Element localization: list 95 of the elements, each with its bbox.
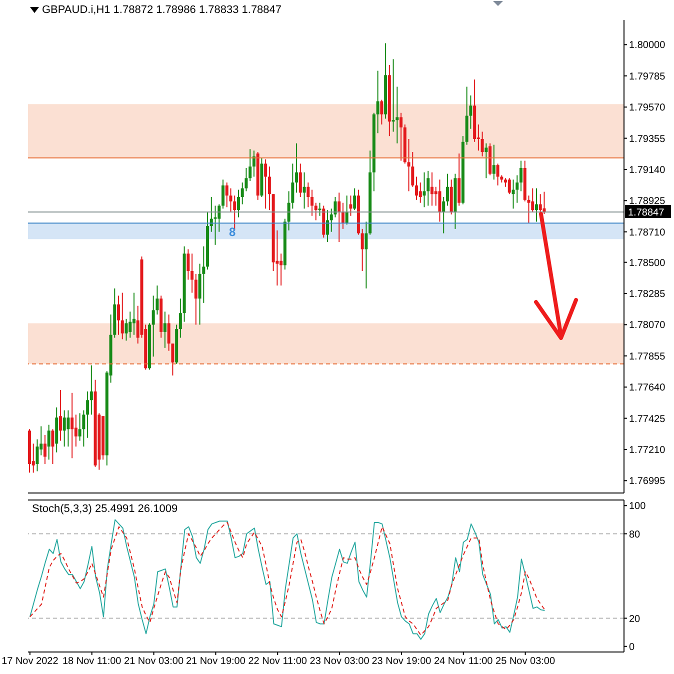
candlestick [280,253,283,286]
candlestick [298,163,302,198]
y-tick-label: 1.79140 [629,164,666,176]
y-tick-label: 1.78500 [629,258,666,269]
y-tick-label: 100 [629,501,646,512]
y-tick-label: 1.77640 [629,382,666,394]
candlestick [306,182,310,208]
candlestick [380,99,384,125]
candlestick [534,188,538,222]
y-tick-label: 1.78710 [629,227,666,238]
y-tick-label: 1.79570 [629,102,666,114]
candlestick [364,221,368,289]
chart-title: Stoch(5,3,3) 25.4991 26.1009 [32,503,178,515]
candlestick [70,392,74,459]
candlestick [338,192,341,242]
ref-line-label: 1.78847 [628,207,665,218]
candlestick [484,142,488,179]
y-tick-label: 1.77425 [629,414,666,425]
candlestick [314,202,318,221]
x-tick-label: 25 Nov 03:00 [496,656,556,668]
candlestick [90,364,93,416]
candlestick [62,410,66,448]
candlestick [295,142,298,194]
candlestick [407,138,410,192]
candlestick [480,131,484,157]
x-tick-label: 23 Nov 03:00 [310,656,370,668]
x-tick-label: 22 Nov 11:00 [248,656,308,668]
y-tick-label: 20 [629,614,641,625]
annotation: 8 [229,225,236,239]
y-tick-label: 0 [629,642,635,653]
candlestick [163,311,166,348]
candlestick [310,189,314,216]
candlestick [422,172,426,208]
candlestick [47,424,50,460]
candlestick [442,196,446,234]
x-tick-label: 23 Nov 19:00 [372,656,432,668]
y-tick-label: 80 [629,529,641,540]
candlestick [190,253,194,294]
candlestick [214,205,217,246]
candlestick [248,148,252,182]
candlestick [349,195,352,216]
candlestick [268,166,271,211]
candlestick [132,292,136,336]
y-tick-label: 1.78925 [629,196,666,208]
candlestick [512,179,515,210]
candlestick [264,158,268,210]
candlestick [51,428,54,464]
candlestick [531,188,534,212]
candlestick [36,438,39,472]
candlestick [353,188,356,211]
candlestick [225,182,228,208]
candlestick [415,176,418,200]
candlestick [194,273,198,326]
candlestick [376,70,380,134]
candlestick [360,228,364,272]
candlestick [66,410,70,448]
candlestick [400,112,403,162]
candlestick [418,182,422,204]
x-tick-label: 17 Nov 2022 [2,656,59,668]
candlestick [222,179,225,210]
candlestick [302,172,306,210]
candlestick [492,144,496,180]
y-tick-label: 1.76995 [629,476,666,488]
candlestick [178,298,182,338]
y-tick-label: 1.77210 [629,445,666,456]
candlestick [236,189,240,218]
x-tick-label: 21 Nov 03:00 [124,656,184,668]
candlestick [128,311,132,338]
candlestick [520,160,523,192]
candlestick [318,202,322,216]
y-tick-label: 1.78285 [629,289,666,300]
candlestick [426,170,430,206]
candlestick [186,248,190,280]
candlestick [508,178,511,195]
candlestick [74,414,78,448]
x-tick-label: 18 Nov 11:00 [62,656,122,668]
y-tick-label: 1.79355 [629,134,666,145]
y-tick-label: 1.79785 [629,71,666,82]
x-tick-label: 21 Nov 19:00 [186,656,246,668]
candlestick [82,410,86,448]
candlestick [438,179,442,222]
candlestick [117,295,120,336]
candlestick [430,172,434,206]
chart-title: GBPAUD.i,H1 1.78872 1.78986 1.78833 1.78847 [42,4,282,16]
x-tick-label: 24 Nov 11:00 [434,656,494,668]
candlestick [58,389,62,442]
candlestick [120,292,124,340]
candlestick [496,163,500,186]
candlestick [43,434,46,464]
y-tick-label: 1.78070 [629,320,666,332]
y-tick-label: 1.77855 [629,351,666,362]
candlestick [86,390,90,438]
candlestick [326,210,329,242]
y-tick-label: 1.80000 [629,40,666,52]
candlestick [446,173,449,206]
